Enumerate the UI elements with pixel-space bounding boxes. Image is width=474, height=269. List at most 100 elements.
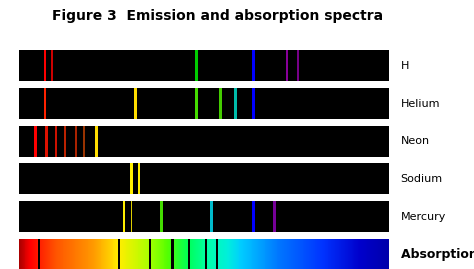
Bar <box>25 239 26 269</box>
Bar <box>205 239 206 269</box>
Bar <box>334 239 335 269</box>
Bar <box>69 239 70 269</box>
Bar <box>370 239 371 269</box>
Bar <box>225 239 226 269</box>
Bar <box>66 239 67 269</box>
Bar <box>256 239 257 269</box>
Bar <box>373 239 374 269</box>
Bar <box>283 239 284 269</box>
Bar <box>94 239 95 269</box>
Bar <box>148 239 149 269</box>
Bar <box>348 239 349 269</box>
Bar <box>142 239 143 269</box>
Bar <box>297 51 299 81</box>
Bar <box>210 201 213 232</box>
Bar <box>76 239 77 269</box>
Bar <box>45 239 46 269</box>
Bar <box>260 239 261 269</box>
Bar <box>28 239 29 269</box>
Bar <box>109 239 110 269</box>
Bar <box>237 239 238 269</box>
Bar <box>19 126 389 157</box>
Bar <box>129 239 130 269</box>
Bar <box>383 239 384 269</box>
Bar <box>174 239 175 269</box>
Bar <box>252 88 255 119</box>
Bar <box>304 239 305 269</box>
Bar <box>215 239 216 269</box>
Bar <box>46 126 48 157</box>
Bar <box>26 239 27 269</box>
Bar <box>375 239 376 269</box>
Bar <box>219 239 220 269</box>
Bar <box>30 239 31 269</box>
Bar <box>187 239 188 269</box>
Bar <box>344 239 345 269</box>
Bar <box>106 239 107 269</box>
Text: H: H <box>401 61 409 71</box>
Bar <box>37 239 38 269</box>
Bar <box>68 239 69 269</box>
Bar <box>153 239 154 269</box>
Bar <box>173 239 174 269</box>
Bar <box>232 239 233 269</box>
Bar <box>139 239 140 269</box>
Bar <box>56 239 57 269</box>
Bar <box>346 239 347 269</box>
Bar <box>161 239 162 269</box>
Bar <box>238 239 239 269</box>
Bar <box>75 126 77 157</box>
Bar <box>250 239 251 269</box>
Bar <box>169 239 170 269</box>
Bar <box>384 239 385 269</box>
Bar <box>200 239 201 269</box>
Bar <box>231 239 232 269</box>
Bar <box>80 239 81 269</box>
Bar <box>31 239 32 269</box>
Bar <box>239 239 240 269</box>
Bar <box>309 239 310 269</box>
Bar <box>246 239 247 269</box>
Bar <box>44 239 45 269</box>
Bar <box>333 239 334 269</box>
Bar <box>296 239 297 269</box>
Bar <box>327 239 328 269</box>
Bar <box>186 239 187 269</box>
Bar <box>293 239 294 269</box>
Bar <box>376 239 377 269</box>
Bar <box>42 239 43 269</box>
Bar <box>202 239 203 269</box>
Bar <box>254 239 255 269</box>
Bar <box>132 239 133 269</box>
Bar <box>19 201 389 232</box>
Bar <box>82 239 83 269</box>
Bar <box>118 239 119 269</box>
Bar <box>116 239 117 269</box>
Bar <box>178 239 179 269</box>
Bar <box>207 239 208 269</box>
Bar <box>266 239 267 269</box>
Text: Absorption spectrum: Absorption spectrum <box>401 248 474 261</box>
Bar <box>130 239 131 269</box>
Bar <box>22 239 23 269</box>
Bar <box>316 239 317 269</box>
Bar <box>366 239 367 269</box>
Bar <box>330 239 331 269</box>
Bar <box>105 239 106 269</box>
Bar <box>102 239 103 269</box>
Bar <box>190 239 191 269</box>
Bar <box>134 88 137 119</box>
Bar <box>131 239 132 269</box>
Bar <box>337 239 338 269</box>
Bar <box>205 239 207 269</box>
Bar <box>83 239 84 269</box>
Bar <box>72 239 73 269</box>
Bar <box>179 239 180 269</box>
Bar <box>282 239 283 269</box>
Bar <box>345 239 346 269</box>
Bar <box>170 239 171 269</box>
Bar <box>350 239 351 269</box>
Bar <box>167 239 168 269</box>
Bar <box>233 239 234 269</box>
Bar <box>44 51 46 81</box>
